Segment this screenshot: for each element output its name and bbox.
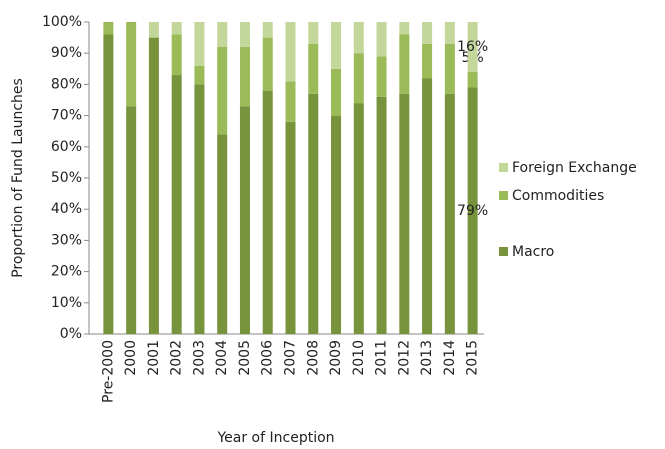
bar-segment [171,34,182,76]
bar-segment [217,22,228,47]
bar-segment [376,22,387,57]
x-tick-label: 2003 [191,340,207,376]
legend-swatch [499,163,508,172]
x-tick-label: 2010 [351,340,367,376]
bar-segment [285,22,296,82]
bar-segment [353,22,364,54]
x-tick-label: 2004 [214,340,230,376]
bar-segment [444,93,455,334]
bar-segment [126,22,137,107]
x-tick-label: 2005 [237,340,253,376]
y-tick-label: 40% [51,201,82,217]
bar-segment [308,93,319,334]
x-tick-label: 2013 [419,340,435,376]
bar-segment [148,37,159,334]
y-tick-label: 60% [51,139,82,155]
bar-segment [171,75,182,334]
x-tick-label: 2006 [260,340,276,376]
bar-segment [171,22,182,35]
x-tick-label: Pre-2000 [100,340,116,403]
bar-segment [285,121,296,334]
bar-segment [194,84,205,335]
y-tick-label: 50% [51,170,82,186]
x-tick-label: 2001 [146,340,162,376]
x-tick-label: 2009 [328,340,344,376]
legend-swatch [499,191,508,200]
y-tick-label: 80% [51,76,82,92]
bar-segment [285,81,296,122]
x-axis-label: Year of Inception [216,430,334,446]
bar-segment [262,22,273,38]
legend-label: Commodities [512,188,604,204]
bar-segment [422,43,433,79]
bar-segment [353,103,364,335]
y-tick-label: 100% [42,14,82,30]
bar-segment [239,106,250,335]
bar-segment [399,93,410,334]
data-label: 16% [457,39,488,55]
bar-segment [376,56,387,97]
x-tick-label: 2002 [169,340,185,376]
bar-segment [331,68,342,116]
data-label: 79% [457,203,488,219]
y-tick-label: 30% [51,232,82,248]
bar-segment [399,34,410,94]
bar-segment [467,71,478,88]
legend-swatch [499,247,508,256]
bar-segment [467,22,478,72]
x-tick-label: 2000 [123,340,139,376]
bar-segment [217,134,228,334]
bar-segment [422,78,433,334]
bar-segment [217,46,228,135]
y-tick-label: 20% [51,264,82,280]
bar-segment [308,43,319,94]
bar-segment [331,115,342,334]
bar-segment [148,22,159,38]
bar-segment [353,53,364,104]
x-tick-label: 2011 [374,340,390,376]
x-tick-label: 2014 [442,340,458,376]
y-tick-label: 70% [51,108,82,124]
x-tick-label: 2008 [305,340,321,376]
legend-label: Foreign Exchange [512,160,637,176]
bar-segment [376,96,387,334]
bar-segment [331,22,342,69]
y-axis-label: Proportion of Fund Launches [10,78,26,278]
bar-segment [239,46,250,107]
bar-segment [399,22,410,35]
legend-label: Macro [512,244,554,260]
bar-segment [467,87,478,335]
bar-segment [422,22,433,44]
bar-segment [194,22,205,66]
bar-segment [444,43,455,94]
bar-segment [126,106,137,335]
y-tick-label: 90% [51,45,82,61]
bar-segment [308,22,319,44]
y-tick-label: 10% [51,295,82,311]
x-tick-label: 2015 [465,340,481,376]
bar-segment [262,37,273,91]
x-tick-label: 2012 [396,340,412,376]
bar-segment [194,65,205,85]
x-tick-label: 2007 [283,340,299,376]
bar-segment [444,22,455,44]
bar-segment [239,22,250,47]
y-tick-label: 0% [60,326,82,342]
bar-segment [262,90,273,334]
bar-segment [103,22,114,35]
bar-segment [103,34,114,334]
